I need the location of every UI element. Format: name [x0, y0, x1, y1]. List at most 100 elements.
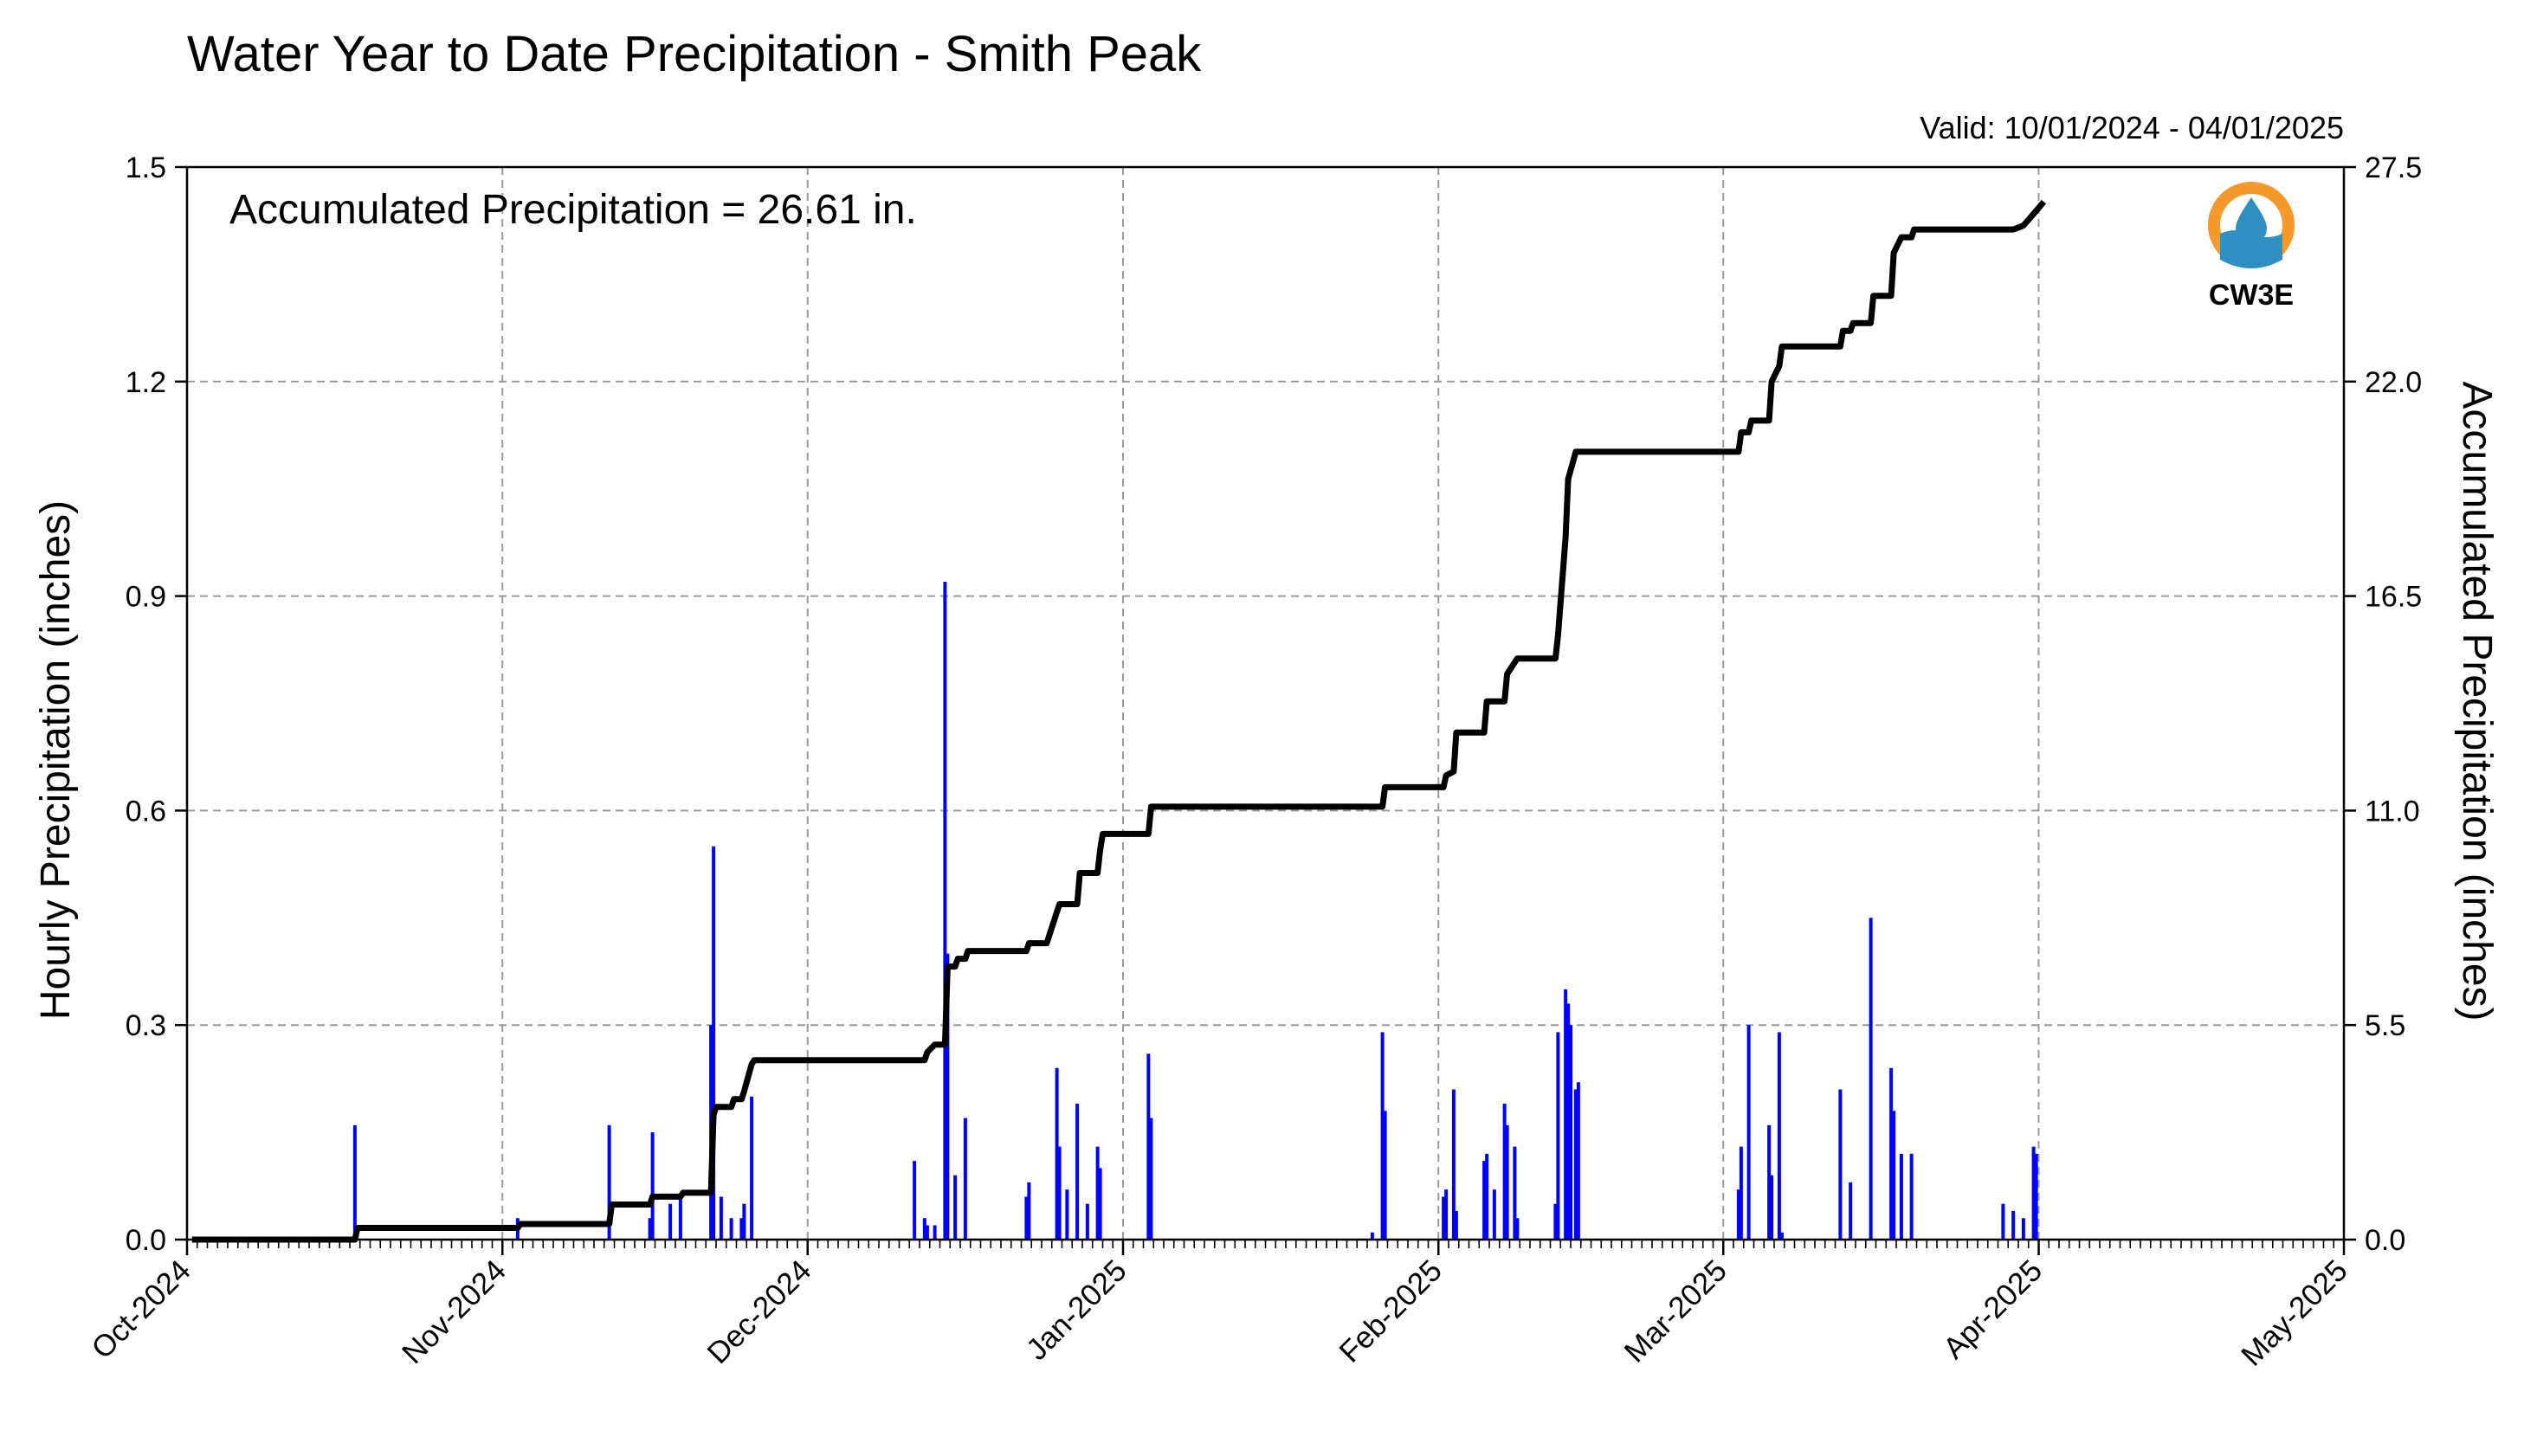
x-tick-label: Apr-2025	[1937, 1253, 2049, 1365]
hourly-bar	[1573, 1089, 1578, 1240]
right-tick-label: 22.0	[2365, 366, 2422, 399]
hourly-bar	[719, 1196, 723, 1240]
hourly-bar	[1899, 1153, 1903, 1240]
hourly-bar	[750, 1096, 754, 1240]
x-tick-label: Mar-2025	[1617, 1253, 1733, 1369]
x-tick-label: Dec-2024	[701, 1253, 818, 1370]
hourly-bar	[1553, 1203, 1558, 1240]
chart-title: Water Year to Date Precipitation - Smith…	[187, 26, 1202, 82]
hourly-bar	[1451, 1089, 1456, 1240]
x-tick-label: Jan-2025	[1020, 1253, 1133, 1367]
left-tick-label: 0.6	[126, 795, 166, 828]
hourly-bar	[1482, 1161, 1487, 1240]
hourly-bar	[2001, 1203, 2005, 1240]
hourly-bar	[1849, 1182, 1853, 1240]
hourly-bar	[1770, 1175, 1774, 1240]
hourly-bar	[913, 1161, 917, 1240]
hourly-bar	[2031, 1146, 2036, 1240]
grid-lines	[187, 167, 2344, 1240]
left-tick-label: 0.0	[126, 1224, 166, 1257]
hourly-bar	[1075, 1104, 1080, 1240]
hourly-bar	[1736, 1189, 1740, 1240]
hourly-bar	[1505, 1124, 1509, 1240]
valid-date-range: Valid: 10/01/2024 - 04/01/2025	[1920, 110, 2344, 145]
hourly-bar	[1057, 1146, 1062, 1240]
hourly-bar	[650, 1132, 655, 1240]
hourly-bar	[1513, 1146, 1517, 1240]
left-tick-label: 0.9	[126, 581, 166, 614]
hourly-bar	[933, 1225, 937, 1240]
hourly-bar	[2034, 1153, 2038, 1240]
hourly-bar	[1869, 918, 1873, 1240]
hourly-bar	[668, 1203, 673, 1240]
hourly-bar	[729, 1218, 733, 1240]
hourly-bar	[1055, 1067, 1059, 1240]
cw3e-logo: CW3E	[2208, 182, 2295, 312]
hourly-bar	[2021, 1218, 2025, 1240]
x-tick-label: May-2025	[2235, 1253, 2354, 1373]
hourly-bar	[1085, 1203, 1089, 1240]
accumulated-total-annotation: Accumulated Precipitation = 26.61 in.	[229, 187, 917, 233]
hourly-bar	[1485, 1153, 1489, 1240]
hourly-bar	[953, 1175, 958, 1240]
left-tick-label: 1.2	[126, 366, 166, 399]
hourly-bar	[1566, 1003, 1571, 1240]
hourly-bar	[1383, 1111, 1387, 1240]
hourly-bar	[943, 582, 947, 1240]
hourly-bar	[1564, 989, 1568, 1240]
hourly-bar	[1454, 1210, 1458, 1240]
hourly-bar	[1889, 1067, 1894, 1240]
right-tick-label: 5.5	[2365, 1009, 2405, 1042]
right-tick-label: 16.5	[2365, 581, 2422, 614]
axes: 0.0 0.0 0.3 5.5 0.6 11.0 0.9 16.5 1.2 22.0 1.5 27.5…	[85, 151, 2422, 1373]
hourly-bar	[1767, 1124, 1772, 1240]
accumulated-line	[191, 199, 2047, 1243]
hourly-bar	[1746, 1025, 1751, 1240]
hourly-bar	[922, 1218, 926, 1240]
hourly-bar	[1492, 1189, 1496, 1240]
hourly-bar	[1370, 1232, 1374, 1240]
hourly-bar	[1149, 1118, 1153, 1240]
hourly-bar	[1442, 1196, 1446, 1240]
x-tick-label: Nov-2024	[396, 1253, 513, 1370]
hourly-bar	[742, 1203, 746, 1240]
hourly-bar	[1777, 1032, 1781, 1240]
hourly-bar	[607, 1124, 611, 1240]
hourly-bar	[739, 1218, 744, 1240]
hourly-bar	[352, 1124, 357, 1240]
accumulated-series	[191, 199, 2047, 1243]
right-tick-label: 27.5	[2365, 151, 2422, 184]
hourly-bar	[1576, 1082, 1580, 1240]
hourly-bar	[1065, 1189, 1069, 1240]
hourly-bar	[1892, 1111, 1896, 1240]
right-tick-label: 0.0	[2365, 1224, 2405, 1257]
hourly-bar	[1146, 1053, 1151, 1240]
hourly-bar	[946, 953, 950, 1240]
hourly-bar	[925, 1225, 929, 1240]
left-tick-label: 1.5	[126, 151, 166, 184]
hourly-bar	[1098, 1168, 1102, 1240]
hourly-bars	[352, 582, 2038, 1240]
hourly-bar	[1444, 1189, 1449, 1240]
hourly-bar	[712, 846, 716, 1240]
plot-area-frame	[185, 165, 2346, 1241]
hourly-bar	[1569, 1025, 1573, 1240]
logo-wave-icon	[2220, 230, 2282, 268]
hourly-bar	[1779, 1232, 1784, 1240]
x-tick-label: Feb-2025	[1333, 1253, 1449, 1369]
left-tick-label: 0.3	[126, 1009, 166, 1042]
hourly-bar	[1515, 1218, 1520, 1240]
hourly-bar	[963, 1118, 967, 1240]
hourly-bar	[648, 1218, 652, 1240]
hourly-bar	[1024, 1196, 1029, 1240]
logo-text: CW3E	[2209, 279, 2294, 312]
hourly-bar	[1380, 1032, 1385, 1240]
x-tick-label: Oct-2024	[85, 1253, 197, 1365]
hourly-bar	[1556, 1032, 1560, 1240]
right-tick-label: 11.0	[2365, 795, 2420, 828]
right-axis-label: Accumulated Precipitation (inches)	[2454, 381, 2500, 1021]
hourly-bar	[1909, 1153, 1914, 1240]
hourly-bar	[1739, 1146, 1743, 1240]
hourly-bar	[2011, 1210, 2016, 1240]
